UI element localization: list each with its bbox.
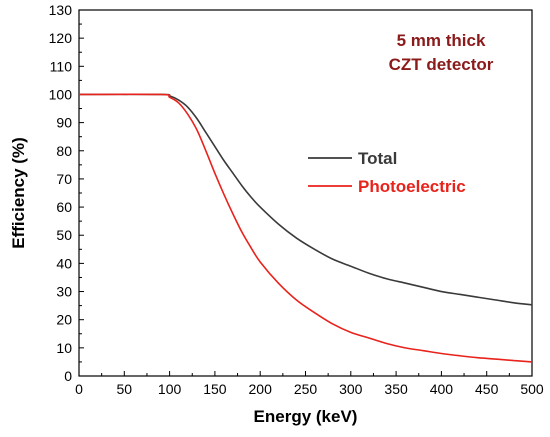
y-tick-label: 90 bbox=[56, 115, 72, 131]
x-tick-label: 200 bbox=[249, 381, 273, 397]
y-tick-label: 130 bbox=[49, 2, 73, 18]
x-tick-label: 400 bbox=[430, 381, 454, 397]
y-tick-label: 80 bbox=[56, 143, 72, 159]
x-axis-title: Energy (keV) bbox=[254, 407, 358, 426]
annotation-line-2: CZT detector bbox=[389, 55, 494, 74]
x-tick-label: 50 bbox=[117, 381, 133, 397]
x-tick-label: 250 bbox=[294, 381, 318, 397]
x-tick-label: 0 bbox=[75, 381, 83, 397]
series-line-total bbox=[78, 93, 533, 306]
y-tick-label: 0 bbox=[64, 368, 72, 384]
y-tick-label: 100 bbox=[49, 86, 73, 102]
y-tick-label: 120 bbox=[49, 30, 73, 46]
x-tick-label: 300 bbox=[339, 381, 363, 397]
x-axis: 0 50 100 150 200 250 300 350 400 450 500 bbox=[75, 371, 544, 397]
detector-annotation: 5 mm thick CZT detector bbox=[389, 31, 494, 74]
x-tick-label: 500 bbox=[520, 381, 544, 397]
y-tick-label: 40 bbox=[56, 255, 72, 271]
series-layer bbox=[78, 93, 533, 363]
x-tick-label: 100 bbox=[158, 381, 182, 397]
legend: Total Photoelectric bbox=[308, 149, 466, 196]
x-tick-label: 450 bbox=[475, 381, 499, 397]
y-tick-label: 20 bbox=[56, 312, 72, 328]
series-line-photoelectric bbox=[78, 93, 533, 363]
y-tick-label: 30 bbox=[56, 284, 72, 300]
y-tick-label: 60 bbox=[56, 199, 72, 215]
legend-label-total: Total bbox=[358, 149, 397, 168]
y-axis: 0 10 20 30 40 50 60 70 80 90 100 110 120 130 bbox=[49, 2, 84, 384]
x-tick-label: 350 bbox=[384, 381, 408, 397]
y-axis-title: Efficiency (%) bbox=[9, 137, 28, 248]
legend-label-photoelectric: Photoelectric bbox=[358, 177, 466, 196]
y-tick-label: 70 bbox=[56, 171, 72, 187]
y-tick-label: 110 bbox=[50, 58, 73, 74]
x-tick-label: 150 bbox=[203, 381, 227, 397]
y-tick-label: 10 bbox=[56, 340, 72, 356]
annotation-line-1: 5 mm thick bbox=[397, 31, 486, 50]
y-tick-label: 50 bbox=[56, 227, 72, 243]
